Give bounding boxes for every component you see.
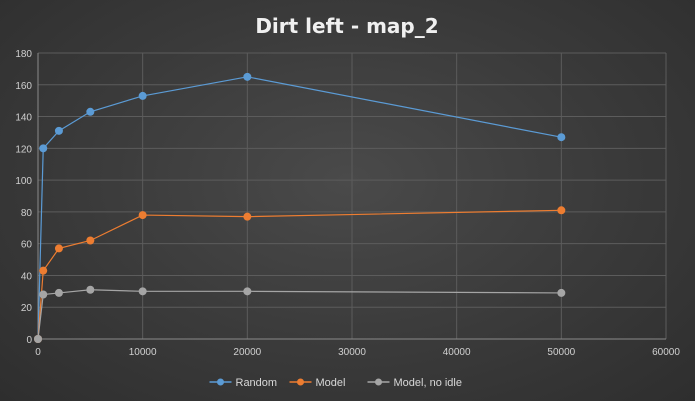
data-point (138, 211, 147, 220)
legend-label: Model, no idle (394, 377, 463, 389)
data-point (86, 236, 95, 245)
axis-layer: 0 20 40 60 80 100 120 140 160 180 0 10000 20000 30000… (15, 49, 680, 358)
chart-title: Dirt left - map_2 (255, 14, 438, 38)
y-tick-label: 100 (15, 176, 32, 187)
x-tick-label: 40000 (443, 347, 471, 358)
x-tick-label: 30000 (338, 347, 366, 358)
legend-item: Random (209, 377, 278, 389)
data-point (557, 133, 566, 142)
series-line-1 (37, 209, 562, 340)
y-tick-label: 160 (15, 81, 32, 92)
x-tick-label: 20000 (233, 347, 261, 358)
x-tick-label: 50000 (547, 347, 575, 358)
series-layer (34, 72, 566, 343)
legend-label: Model (316, 377, 346, 389)
data-point (86, 107, 95, 116)
data-point (243, 287, 252, 296)
data-point (243, 212, 252, 221)
data-point (557, 288, 566, 297)
y-tick-label: 180 (15, 49, 32, 60)
y-tick-label: 40 (21, 271, 33, 282)
legend-item: Model (289, 377, 346, 389)
series-line-2 (37, 289, 562, 340)
legend-item: Model, no idle (367, 377, 463, 389)
data-point (54, 126, 63, 135)
data-point (39, 144, 48, 153)
data-point (39, 290, 48, 299)
y-tick-label: 60 (21, 240, 33, 251)
y-tick-label: 80 (21, 208, 33, 219)
legend-label: Random (236, 377, 278, 389)
x-tick-label: 0 (35, 347, 41, 358)
data-point (86, 285, 95, 294)
data-point (34, 335, 42, 343)
y-tick-label: 140 (15, 113, 32, 124)
x-tick-label: 60000 (652, 347, 680, 358)
data-point (138, 91, 147, 100)
data-point (54, 244, 63, 253)
legend-marker (217, 378, 224, 386)
data-point (138, 287, 147, 296)
data-point (557, 206, 566, 215)
data-point (54, 288, 63, 297)
y-tick-label: 0 (26, 335, 32, 346)
legend: Random Model Model, no idle (209, 377, 463, 389)
data-point (243, 72, 252, 81)
legend-marker (375, 378, 382, 386)
legend-marker (297, 378, 304, 386)
y-tick-label: 20 (21, 303, 33, 314)
data-point (39, 266, 48, 275)
y-tick-label: 120 (15, 144, 32, 155)
x-tick-label: 10000 (129, 347, 157, 358)
grid-layer (37, 52, 667, 340)
